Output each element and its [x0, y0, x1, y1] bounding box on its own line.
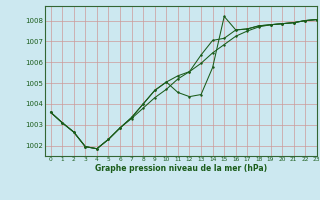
X-axis label: Graphe pression niveau de la mer (hPa): Graphe pression niveau de la mer (hPa)	[95, 164, 267, 173]
